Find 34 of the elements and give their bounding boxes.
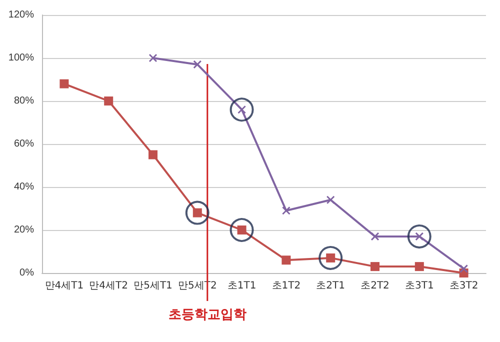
x-tick-label: 만4세T1 [44,280,84,292]
x-tick-label: 만4세T2 [89,280,128,292]
point [282,206,290,215]
y-tick-label: 20% [14,224,34,236]
point [370,232,380,241]
y-tick-label: 40% [14,182,34,192]
x-tick-label: 초1T1 [227,280,256,292]
point [230,218,254,242]
point [230,98,254,122]
point [326,196,335,204]
point [185,200,210,225]
point [414,262,424,272]
x-tick-label: 초2T1 [316,280,346,292]
x-tick-label: 초3T1 [404,280,434,292]
point [460,264,468,273]
point [60,79,69,88]
y-tick-label: 80% [14,96,34,106]
x-tick-label: 초2T2 [360,280,390,292]
point [282,256,291,265]
x-tick-label: 초3T2 [449,280,478,292]
y-tick-label: 120% [8,10,34,20]
point [148,54,158,62]
y-tick-label: 0% [20,268,34,278]
x-tick-label: 초1T2 [272,280,301,292]
point [148,150,158,160]
y-tick-label: 100% [8,52,34,64]
point [318,246,343,270]
point [104,96,114,106]
ref-line-label: 초등학교입학 [168,308,246,322]
point [407,224,432,248]
y-tick-label: 60% [14,138,34,150]
point [370,262,380,272]
x-tick-label: 만5세T1 [134,280,172,292]
point [193,60,202,69]
